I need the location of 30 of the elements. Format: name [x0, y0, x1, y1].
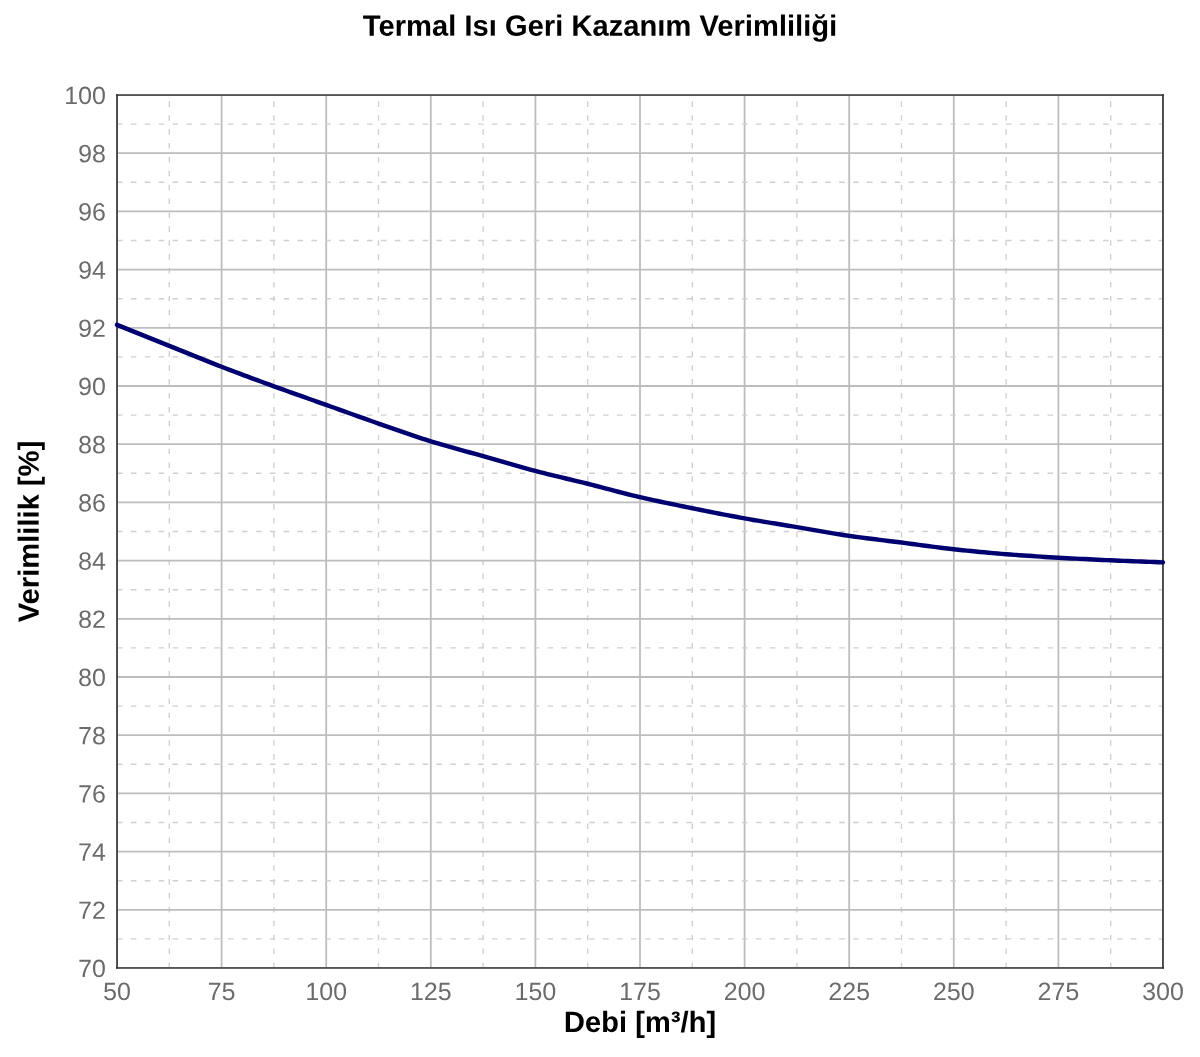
y-tick-label: 70 — [79, 959, 105, 978]
y-tick-label: 88 — [79, 435, 105, 454]
y-tick-label: 96 — [79, 203, 105, 221]
y-tick-label: 84 — [79, 552, 106, 570]
x-tick-label: 50 — [104, 982, 130, 1001]
x-tick-label: 150 — [516, 982, 556, 1001]
y-tick-label: 74 — [79, 843, 106, 861]
x-tick-label: 125 — [411, 982, 451, 1001]
y-tick-label: 72 — [79, 901, 105, 919]
x-tick-label: 275 — [1038, 982, 1079, 1001]
x-tick-label: 175 — [621, 982, 660, 1001]
y-tick-label: 98 — [79, 144, 105, 163]
x-tick-label: 300 — [1143, 982, 1183, 1001]
y-tick-label: 76 — [79, 785, 105, 803]
y-tick-label: 86 — [79, 494, 105, 512]
x-tick-label: 200 — [725, 982, 765, 1001]
x-axis-title: Debi [m³/h] — [565, 1010, 715, 1038]
chart-title: Termal Isı Geri Kazanım Verimliliği — [363, 14, 836, 42]
y-tick-label: 92 — [79, 319, 105, 338]
y-tick-label: 82 — [79, 610, 105, 629]
x-tick-label: 100 — [307, 982, 347, 1001]
x-tick-label: 75 — [208, 982, 235, 1001]
y-tick-label: 80 — [79, 668, 105, 687]
y-axis-title: Verimlilik [%] — [17, 442, 45, 623]
y-tick-label: 94 — [79, 261, 106, 279]
y-tick-label: 78 — [79, 726, 105, 745]
x-tick-label: 225 — [829, 982, 870, 1001]
y-tick-label: 100 — [66, 86, 105, 105]
x-tick-label: 250 — [934, 982, 974, 1001]
y-tick-label: 90 — [79, 377, 105, 396]
